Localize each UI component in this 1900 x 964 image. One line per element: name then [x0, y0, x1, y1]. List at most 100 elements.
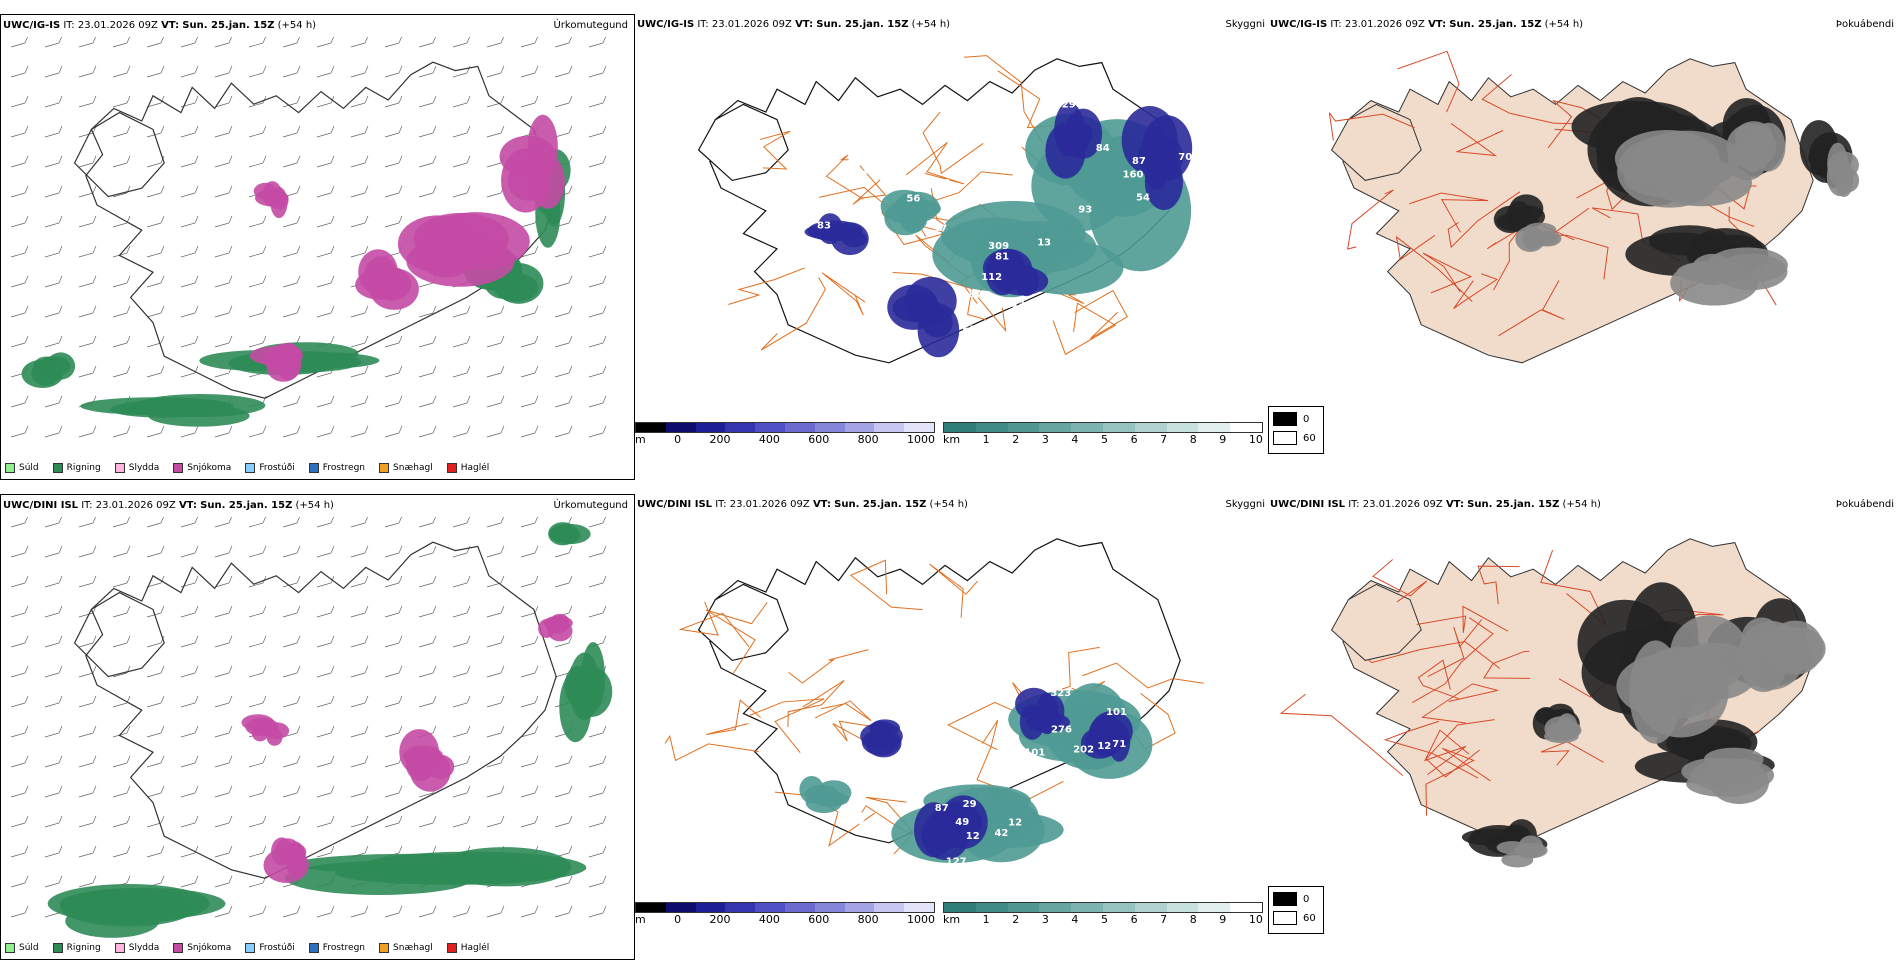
wind-barb [282, 155, 301, 168]
wind-barb [112, 575, 131, 588]
road-line [1397, 50, 1460, 113]
wind-barb [350, 185, 369, 198]
wind-barb [180, 425, 199, 438]
wind-barb [418, 905, 437, 918]
fog-moderate-area [1523, 231, 1559, 247]
header-model: UWC/IG-IS [1270, 19, 1328, 30]
wind-barb [316, 695, 335, 708]
wind-barb [214, 245, 233, 258]
wind-barb [180, 155, 199, 168]
low-cloud-area [1121, 106, 1178, 175]
wind-barb [486, 65, 505, 78]
wind-barb [180, 635, 199, 648]
fog-legend: 0 60 [1268, 886, 1324, 934]
scale-unit: km [943, 913, 961, 926]
wind-barb [10, 305, 29, 318]
wind-barb [78, 875, 97, 888]
header-vt-prefix: VT: [178, 500, 197, 511]
header-lead: (+54 h) [1544, 19, 1584, 30]
visibility-map: 81 54 12 65 160 84 309 83 106 143 93 70 112 96 56 29 87 2… [697, 55, 1192, 364]
road-line [1416, 605, 1509, 633]
legend-label: Frostúði [259, 463, 295, 473]
wind-barb [316, 95, 335, 108]
wind-barb [588, 905, 607, 918]
cloud-base-label: 87 [935, 803, 949, 814]
wind-barb [384, 635, 403, 648]
panel-title: Skyggni [1225, 19, 1265, 30]
snow-area [527, 114, 558, 179]
scale-swatch [695, 903, 726, 912]
wind-barb [180, 815, 199, 828]
wind-barb [282, 815, 301, 828]
fog-legend-label: 60 [1303, 912, 1316, 924]
wind-barb [452, 365, 471, 378]
road-line [1425, 719, 1495, 778]
wind-barb [248, 95, 267, 108]
scale-tick: 8 [1189, 433, 1197, 446]
legend-label: Slydda [128, 463, 160, 473]
wind-barb [350, 425, 369, 438]
wind-barb [282, 517, 300, 528]
wind-barb [180, 785, 199, 798]
wind-barb [214, 65, 233, 78]
wind-barb [384, 905, 403, 918]
wind-barb [78, 815, 97, 828]
wind-barb [554, 65, 573, 78]
wind-barb [44, 755, 63, 768]
wind-barb [10, 605, 29, 618]
cloud-base-label: 12 [966, 831, 980, 842]
legend-item: Snæhagl [379, 463, 433, 473]
wind-barb [10, 125, 29, 138]
wind-barb [316, 305, 335, 318]
wind-barb [180, 125, 199, 138]
wind-barb [588, 155, 607, 168]
legend-item: Rigning [52, 943, 101, 953]
road-line [1422, 252, 1473, 294]
wind-barb [486, 37, 504, 48]
wind-barb [10, 815, 29, 828]
header-model: UWC/DINI ISL [3, 500, 79, 511]
wind-barb [78, 215, 97, 228]
wind-barb [520, 755, 539, 768]
wind-barb [10, 425, 29, 438]
fog-legend-label: 0 [1303, 413, 1310, 425]
fog-legend-swatch [1273, 412, 1297, 426]
wind-barb [588, 185, 607, 198]
fog-dense-area [1649, 225, 1730, 256]
wind-barb [588, 395, 607, 408]
wind-barb [452, 635, 471, 648]
wind-barb [316, 155, 335, 168]
wind-barb [418, 575, 437, 588]
scale-tick: 600 [808, 913, 830, 926]
wind-barb [554, 335, 573, 348]
wind-barb [282, 125, 301, 138]
header-lead: (+54 h) [295, 500, 334, 511]
snow-area [406, 235, 515, 287]
header-lead: (+54 h) [277, 20, 317, 31]
wind-barb [44, 395, 63, 408]
visibility-panel: UWC/IG-IS IT: 23.01.2026 09Z VT: Sun. 25… [635, 14, 1265, 484]
wind-barb [588, 875, 607, 888]
wind-barb [44, 185, 63, 198]
wind-barb [520, 815, 539, 828]
scale-swatch [904, 903, 934, 912]
scale-swatch [1007, 903, 1040, 912]
wind-barb [452, 695, 471, 708]
wind-barb [44, 95, 63, 108]
road-line [832, 720, 879, 749]
legend-label: Frostregn [322, 463, 366, 473]
wind-barb [10, 575, 29, 588]
wind-barb [112, 425, 131, 438]
fog-legend: 0 60 [1268, 406, 1324, 454]
wind-barb [282, 305, 301, 318]
wind-barb [418, 635, 437, 648]
legend-item: Frostregn [308, 943, 365, 953]
precip-legend: Súld Rigning Slydda Snjókoma Frostúði Frostre… [5, 943, 489, 953]
fog-moderate-area [1629, 640, 1682, 744]
wind-barb [588, 425, 607, 438]
fog-moderate-area [1690, 758, 1775, 793]
wind-barb [112, 245, 131, 258]
wind-barb [282, 755, 301, 768]
scale-swatch [665, 423, 696, 432]
westfjords-outline [73, 591, 165, 678]
